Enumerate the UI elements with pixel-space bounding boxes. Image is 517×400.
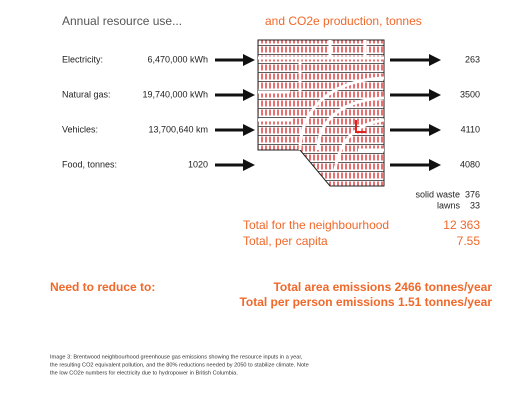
total-value: 7.55 — [457, 234, 481, 248]
row-co2e: 4080 — [460, 159, 480, 169]
caption-line: the resulting CO2 equivalent pollution, … — [50, 362, 309, 368]
extra-label: lawns — [437, 200, 461, 210]
row-amount: 1020 — [188, 159, 208, 169]
header-left: Annual resource use... — [62, 14, 182, 28]
neighbourhood-map — [257, 39, 385, 187]
row-co2e: 3500 — [460, 89, 480, 99]
extra-label: solid waste — [415, 189, 460, 199]
total-label: Total for the neighbourhood — [243, 218, 389, 232]
total-label: Total, per capita — [243, 234, 328, 248]
caption-line: the low CO2e numbers for electricity due… — [50, 370, 238, 376]
row-amount: 6,470,000 kWh — [147, 54, 208, 64]
row-label: Food, tonnes: — [62, 159, 117, 169]
header-right: and CO2e production, tonnes — [265, 14, 422, 28]
reduce-line: Total per person emissions 1.51 tonnes/y… — [239, 295, 492, 309]
row-amount: 19,740,000 kWh — [142, 89, 208, 99]
extra-value: 33 — [470, 200, 480, 210]
row-label: Vehicles: — [62, 124, 98, 134]
arrows — [215, 54, 441, 171]
row-label: Electricity: — [62, 54, 103, 64]
extra-value: 376 — [465, 189, 480, 199]
row-co2e: 4110 — [461, 124, 480, 134]
row-label: Natural gas: — [62, 89, 111, 99]
reduce-label: Need to reduce to: — [50, 280, 155, 294]
row-co2e: 263 — [465, 54, 480, 64]
caption-line: Image 3: Brentwood neighbourhood greenho… — [50, 354, 303, 360]
row-amount: 13,700,640 km — [148, 124, 208, 134]
total-value: 12 363 — [443, 218, 480, 232]
reduce-line: Total area emissions 2466 tonnes/year — [273, 280, 492, 294]
